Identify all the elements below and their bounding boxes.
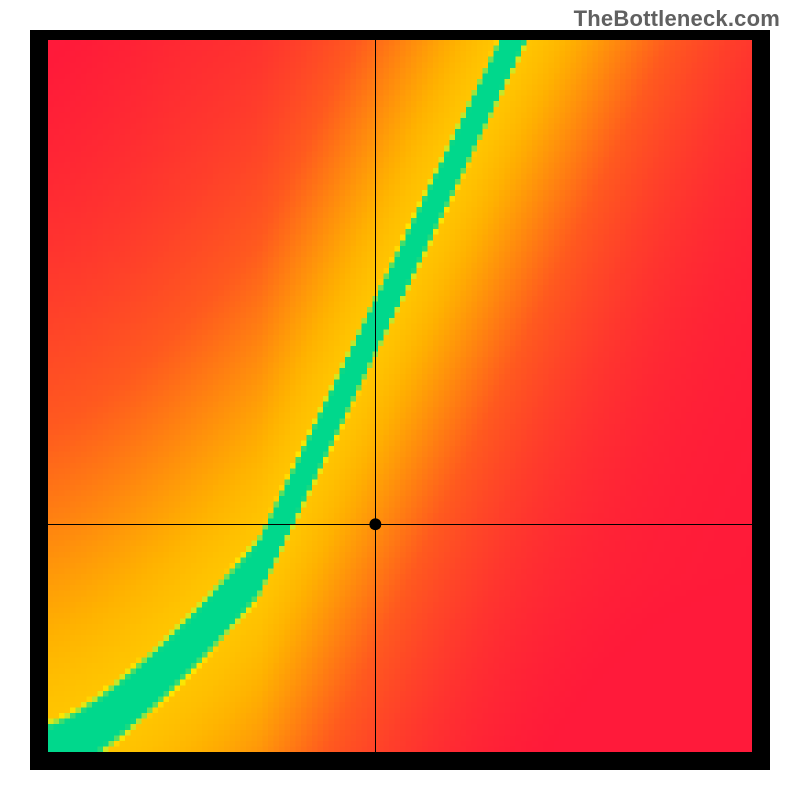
overlay-canvas — [48, 40, 752, 752]
container: TheBottleneck.com — [0, 0, 800, 800]
chart-area — [30, 30, 770, 770]
watermark-text: TheBottleneck.com — [574, 6, 780, 32]
